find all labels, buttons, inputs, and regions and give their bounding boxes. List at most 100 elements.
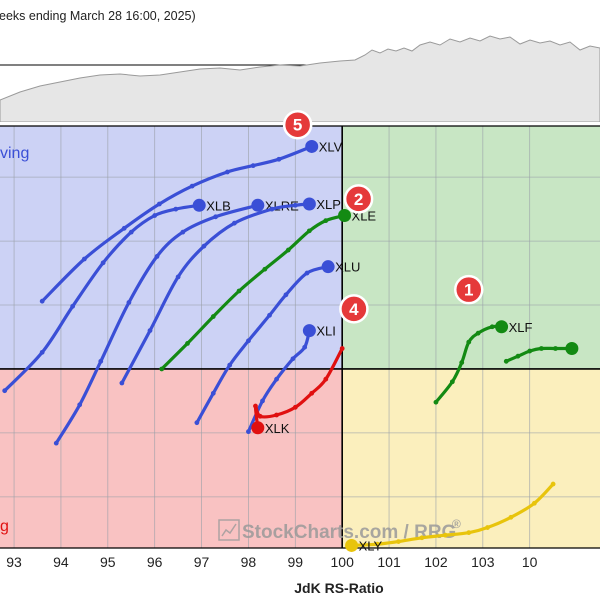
watermark: StockCharts.com / RRG ® <box>218 517 461 543</box>
series-tail-point <box>274 376 279 382</box>
series-tail-point <box>227 362 233 368</box>
series-tail-point <box>39 298 45 304</box>
series-tail-point <box>77 402 83 408</box>
watermark-text: StockCharts.com / RRG <box>242 522 456 543</box>
x-tick-label: 101 <box>377 554 401 570</box>
series-tail-point <box>466 530 472 536</box>
quadrant-layer <box>0 126 600 548</box>
series-tail-point <box>290 356 296 362</box>
series-tail-point <box>396 539 401 545</box>
series-tail-point <box>374 541 380 547</box>
series-tail-point <box>531 500 537 506</box>
series-head-point <box>338 209 352 223</box>
quadrant-label-improving: ving <box>0 145 29 162</box>
series-tail-point <box>98 358 104 364</box>
series-tail-point <box>475 330 481 336</box>
series-tail-point <box>224 169 230 175</box>
series-tail-point <box>550 481 556 487</box>
series-label: XLU <box>335 260 360 275</box>
series-tail-point <box>306 228 312 234</box>
series-tail-point <box>285 247 291 253</box>
badge-circle <box>282 109 313 140</box>
x-tick-label: 96 <box>147 554 163 570</box>
series-xlb[interactable]: XLB <box>2 198 231 394</box>
x-axis-title: JdK RS-Ratio <box>294 580 383 596</box>
series-tail-point <box>246 429 251 435</box>
series-tail-point <box>503 358 509 364</box>
x-tick-label: 100 <box>331 554 355 570</box>
series-tail-point <box>194 420 200 426</box>
series-tail-point <box>466 339 472 345</box>
badge-circle <box>339 294 369 324</box>
series-tail-point <box>553 346 558 351</box>
series-xli[interactable]: XLI <box>246 324 336 435</box>
x-tick-label: 102 <box>424 554 448 570</box>
series-tail-point <box>152 213 158 218</box>
series-head-point <box>251 421 265 435</box>
series-head-point <box>565 342 579 356</box>
series-tail-point <box>459 360 465 365</box>
series-tail-point <box>100 260 106 266</box>
series-head-point <box>345 538 359 552</box>
series-tail-point <box>201 243 207 249</box>
series-tail-point <box>274 412 279 418</box>
series-label: XLY <box>359 538 383 553</box>
series-tail-point <box>283 292 289 298</box>
series-tail-point <box>246 338 251 344</box>
benchmark-chart <box>0 28 600 122</box>
badge-circle <box>454 274 484 305</box>
series-xlk[interactable]: XLK <box>251 346 345 436</box>
series-tail-point <box>262 266 268 272</box>
series-tail-point <box>339 346 345 351</box>
series-tail-point <box>210 314 216 319</box>
series-tail-point <box>121 225 127 231</box>
x-tick-label: 95 <box>100 554 116 570</box>
series-tail-point <box>508 514 514 520</box>
series-tail-line <box>350 482 555 547</box>
series-xlv[interactable]: XLV <box>39 139 343 304</box>
series-tail-point <box>257 413 263 419</box>
series-tail-point <box>292 404 298 410</box>
series-head-point <box>251 198 265 212</box>
series-xlu[interactable]: XLU <box>194 260 360 426</box>
badge-number: 5 <box>293 116 302 135</box>
series-head-point <box>495 320 509 334</box>
series-label: XLF <box>509 320 533 335</box>
series-tail-point <box>189 183 195 189</box>
series-tail-point <box>154 254 160 259</box>
annotation-badge: 4 <box>339 294 369 324</box>
series-xlp[interactable]: XLP <box>119 197 341 386</box>
series-label: XLB <box>206 198 231 213</box>
series-tail-point <box>213 214 219 220</box>
badge-circle <box>343 184 374 214</box>
series-tail-point <box>70 303 76 309</box>
series-unlabeled[interactable] <box>503 342 579 364</box>
series-tail-point <box>253 403 258 409</box>
watermark-registered: ® <box>452 517 461 531</box>
annotation-badge: 2 <box>343 184 374 214</box>
series-tail-point <box>419 535 425 541</box>
quadrant-label-lagging: g <box>0 518 9 535</box>
series-tail-point <box>515 353 521 359</box>
series-xle[interactable]: XLE <box>159 209 376 372</box>
series-label: XLP <box>316 197 341 212</box>
series-tail-point <box>128 229 134 235</box>
series-tail-point <box>53 440 59 446</box>
x-tick-label: 98 <box>241 554 257 570</box>
series-tail-point <box>126 300 132 305</box>
series-tail-point <box>185 340 190 346</box>
series-tail-point <box>292 202 298 208</box>
tick-label-layer: 93 94 95 96 97 98 99 100 101 102 103 10 JdK RS-Ratio… <box>0 145 538 596</box>
series-tail-point <box>180 229 186 235</box>
x-tick-label: 99 <box>288 554 304 570</box>
series-label: XLV <box>319 139 343 154</box>
series-tail-point <box>231 220 237 226</box>
series-xlf[interactable]: XLF <box>433 320 533 405</box>
badge-number: 4 <box>349 300 359 319</box>
series-tail-point <box>81 256 87 262</box>
series-xly[interactable]: XLY <box>345 481 556 554</box>
x-tick-label: 97 <box>194 554 210 570</box>
series-tail-point <box>276 156 282 162</box>
